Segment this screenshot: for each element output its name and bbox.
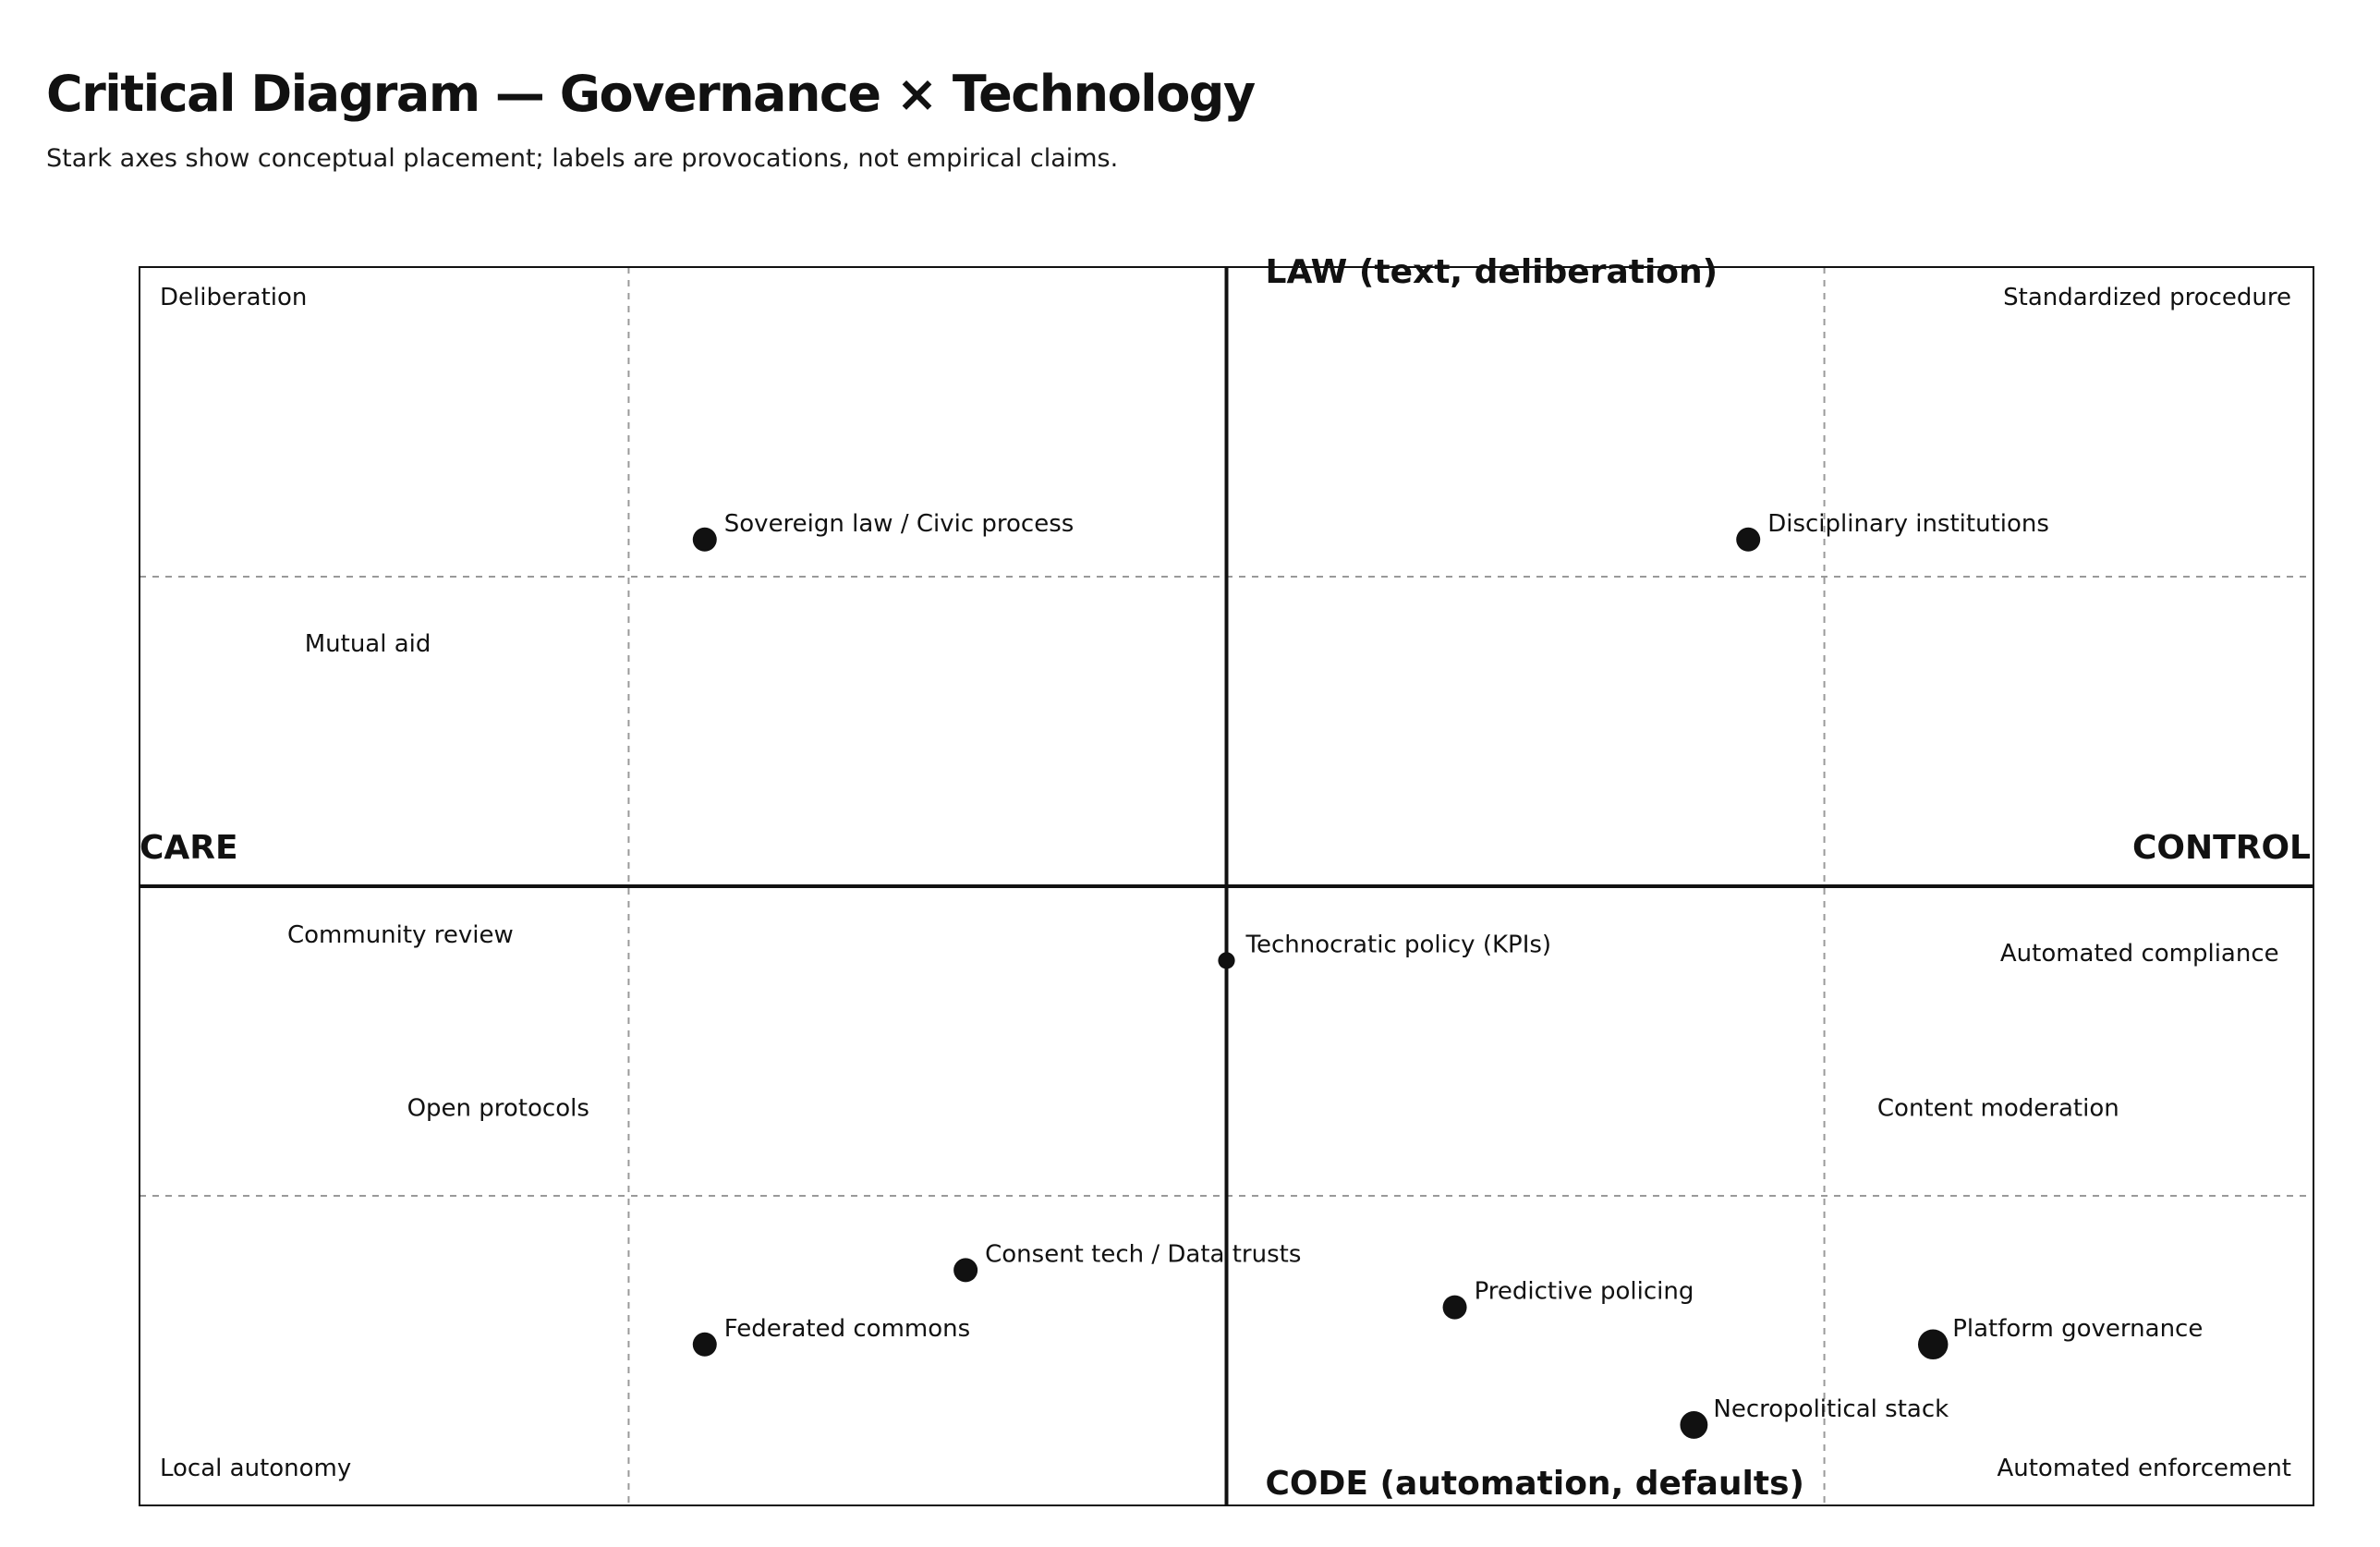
point-marker [1218, 952, 1235, 969]
point-label: Platform governance [1952, 1315, 2203, 1343]
corner-label-top-left: Deliberation [160, 284, 307, 311]
data-point: Disciplinary institutions [1736, 510, 2049, 552]
data-point: Platform governance [1917, 1315, 2203, 1360]
point-marker [692, 1332, 717, 1357]
axis-label-left: CARE [140, 829, 238, 867]
point-label: Necropolitical stack [1713, 1395, 1949, 1423]
page-title: Critical Diagram — Governance × Technolo… [46, 65, 1256, 123]
point-label: Disciplinary institutions [1767, 510, 2049, 538]
point-label: Sovereign law / Civic process [724, 510, 1075, 538]
annotation-label: Mutual aid [305, 630, 431, 658]
corner-label-bottom-right: Automated enforcement [1997, 1455, 2291, 1482]
annotation-label: Open protocols [407, 1095, 589, 1123]
point-marker [1442, 1295, 1467, 1320]
point-marker [953, 1258, 978, 1283]
point-label: Technocratic policy (KPIs) [1245, 931, 1552, 958]
axis-label-right: CONTROL [2132, 829, 2311, 867]
data-point: Federated commons [692, 1315, 970, 1357]
points-layer: Sovereign law / Civic process Disciplinar… [692, 510, 2203, 1439]
data-point: Predictive policing [1442, 1278, 1694, 1320]
point-marker [1917, 1329, 1949, 1360]
point-marker [1680, 1410, 1708, 1439]
annotation-label: Content moderation [1877, 1095, 2119, 1123]
point-label: Predictive policing [1475, 1278, 1694, 1306]
axis-label-bottom: CODE (automation, defaults) [1266, 1465, 1804, 1503]
data-point: Consent tech / Data trusts [953, 1240, 1301, 1283]
annotation-label: Automated compliance [2000, 940, 2279, 968]
corner-label-top-right: Standardized procedure [2003, 284, 2291, 311]
data-point: Sovereign law / Civic process [692, 510, 1075, 552]
data-point: Necropolitical stack [1680, 1395, 1949, 1439]
point-label: Federated commons [724, 1315, 970, 1343]
axis-label-top: LAW (text, deliberation) [1266, 253, 1718, 291]
data-point: Technocratic policy (KPIs) [1218, 931, 1552, 969]
corner-label-bottom-left: Local autonomy [160, 1455, 351, 1482]
page-subtitle: Stark axes show conceptual placement; la… [46, 144, 1119, 173]
point-label: Consent tech / Data trusts [985, 1240, 1301, 1268]
point-marker [1736, 527, 1761, 552]
point-marker [692, 527, 717, 552]
annotation-label: Community review [287, 921, 514, 949]
plot-frame [139, 266, 2314, 1506]
annotation-layer: Mutual aid Community review Open protocols… [287, 630, 2279, 1122]
